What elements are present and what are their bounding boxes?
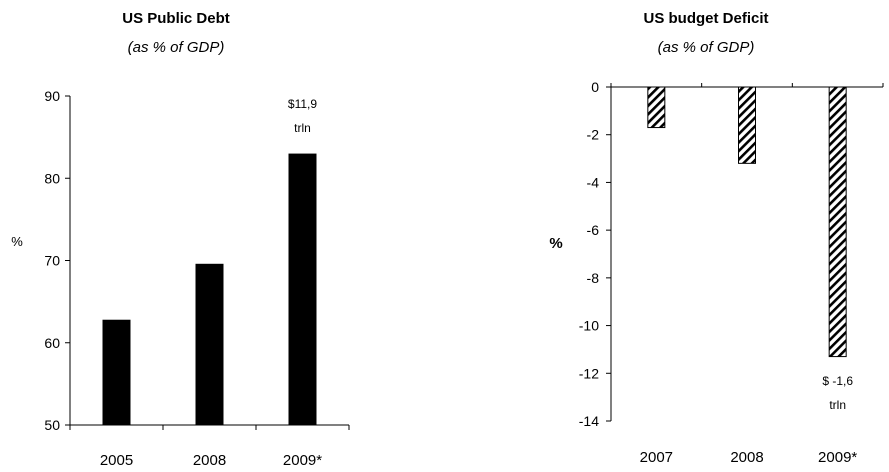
budget-deficit-bar-2007 — [647, 86, 666, 129]
public-debt-category-label: 2009* — [283, 452, 322, 469]
budget-deficit-title: US budget Deficit — [643, 10, 768, 27]
budget-deficit-y-tick-label: -12 — [579, 365, 599, 381]
budget-deficit-chart-svg: US budget Deficit (as % of GDP) % 0 -2 -4 -… — [549, 10, 884, 466]
budget-deficit-ylabel: % — [549, 235, 562, 252]
budget-deficit-y-tick-label: -2 — [587, 127, 600, 143]
public-debt-bar-2005 — [102, 319, 131, 425]
public-debt-y-tick-label: 50 — [44, 417, 60, 433]
public-debt-chart: US Public Debt (as % of GDP) % 50 60 70 80 9… — [0, 0, 440, 472]
budget-deficit-bar-2009 — [828, 86, 847, 358]
budget-deficit-y-tick-label: -14 — [579, 413, 599, 429]
public-debt-y-tick-label: 80 — [44, 170, 60, 186]
public-debt-chart-svg: US Public Debt (as % of GDP) % 50 60 70 80 9… — [11, 10, 350, 469]
budget-deficit-bar-2008 — [738, 86, 756, 164]
budget-deficit-chart: US budget Deficit (as % of GDP) % 0 -2 -4 -… — [540, 0, 889, 472]
public-debt-annotation: $11,9 — [288, 97, 317, 111]
public-debt-y-tick-label: 90 — [44, 88, 60, 104]
public-debt-subtitle: (as % of GDP) — [128, 39, 225, 56]
public-debt-title: US Public Debt — [122, 10, 230, 27]
public-debt-category-label: 2005 — [100, 452, 133, 469]
budget-deficit-subtitle: (as % of GDP) — [658, 39, 755, 56]
public-debt-ylabel: % — [11, 234, 23, 249]
public-debt-bar-2009 — [288, 153, 317, 425]
public-debt-y-tick-label: 70 — [44, 253, 60, 269]
public-debt-category-label: 2008 — [193, 452, 226, 469]
public-debt-y-tick-label: 60 — [44, 335, 60, 351]
budget-deficit-category-label: 2008 — [730, 449, 763, 466]
budget-deficit-y-tick-label: -4 — [587, 174, 600, 190]
budget-deficit-category-label: 2009* — [818, 449, 857, 466]
budget-deficit-y-tick-label: -10 — [579, 318, 599, 334]
budget-deficit-y-tick-label: 0 — [591, 79, 599, 95]
budget-deficit-category-label: 2007 — [640, 449, 673, 466]
public-debt-bar-2008 — [195, 263, 224, 425]
public-debt-annotation: trln — [294, 121, 311, 135]
budget-deficit-annotation: $ -1,6 — [822, 374, 853, 388]
budget-deficit-y-tick-label: -6 — [587, 222, 600, 238]
budget-deficit-annotation: trln — [829, 398, 846, 412]
budget-deficit-y-tick-label: -8 — [587, 270, 600, 286]
